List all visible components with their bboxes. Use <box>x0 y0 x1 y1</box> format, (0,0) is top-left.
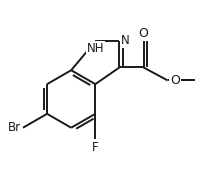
Text: O: O <box>170 74 180 87</box>
Text: N: N <box>121 34 130 47</box>
Text: Br: Br <box>8 121 21 134</box>
Text: NH: NH <box>86 42 104 55</box>
Text: O: O <box>139 27 149 40</box>
Text: F: F <box>92 141 99 154</box>
